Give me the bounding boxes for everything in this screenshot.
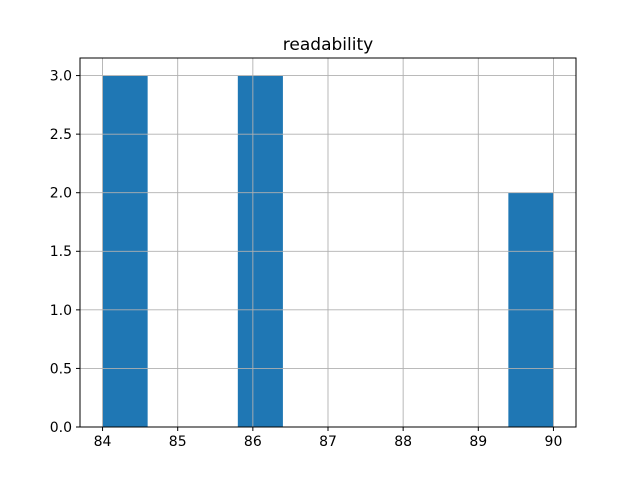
grid-layer — [80, 58, 576, 428]
axis-layer: 84 85 86 87 88 89 90 0.0 0.5 1.0 1.5 2.0 2.5 3.0 — [50, 57, 577, 450]
x-tick-label: 90 — [545, 434, 563, 450]
x-tick-label: 86 — [244, 434, 262, 450]
y-tick-label: 2.0 — [50, 186, 72, 202]
y-tick-label: 0.0 — [50, 420, 72, 436]
x-tick-label: 88 — [394, 434, 412, 450]
y-tick-label: 2.5 — [50, 127, 72, 143]
y-tick-label: 0.5 — [50, 361, 72, 377]
y-tick-label: 1.5 — [50, 244, 72, 260]
y-tick-label: 1.0 — [50, 303, 72, 319]
x-tick-label: 89 — [469, 434, 487, 450]
y-tick-label: 3.0 — [50, 68, 72, 84]
chart-title: readability — [283, 35, 373, 55]
x-tick-label: 84 — [94, 434, 112, 450]
x-tick-label: 85 — [169, 434, 187, 450]
x-tick-label: 87 — [319, 434, 337, 450]
